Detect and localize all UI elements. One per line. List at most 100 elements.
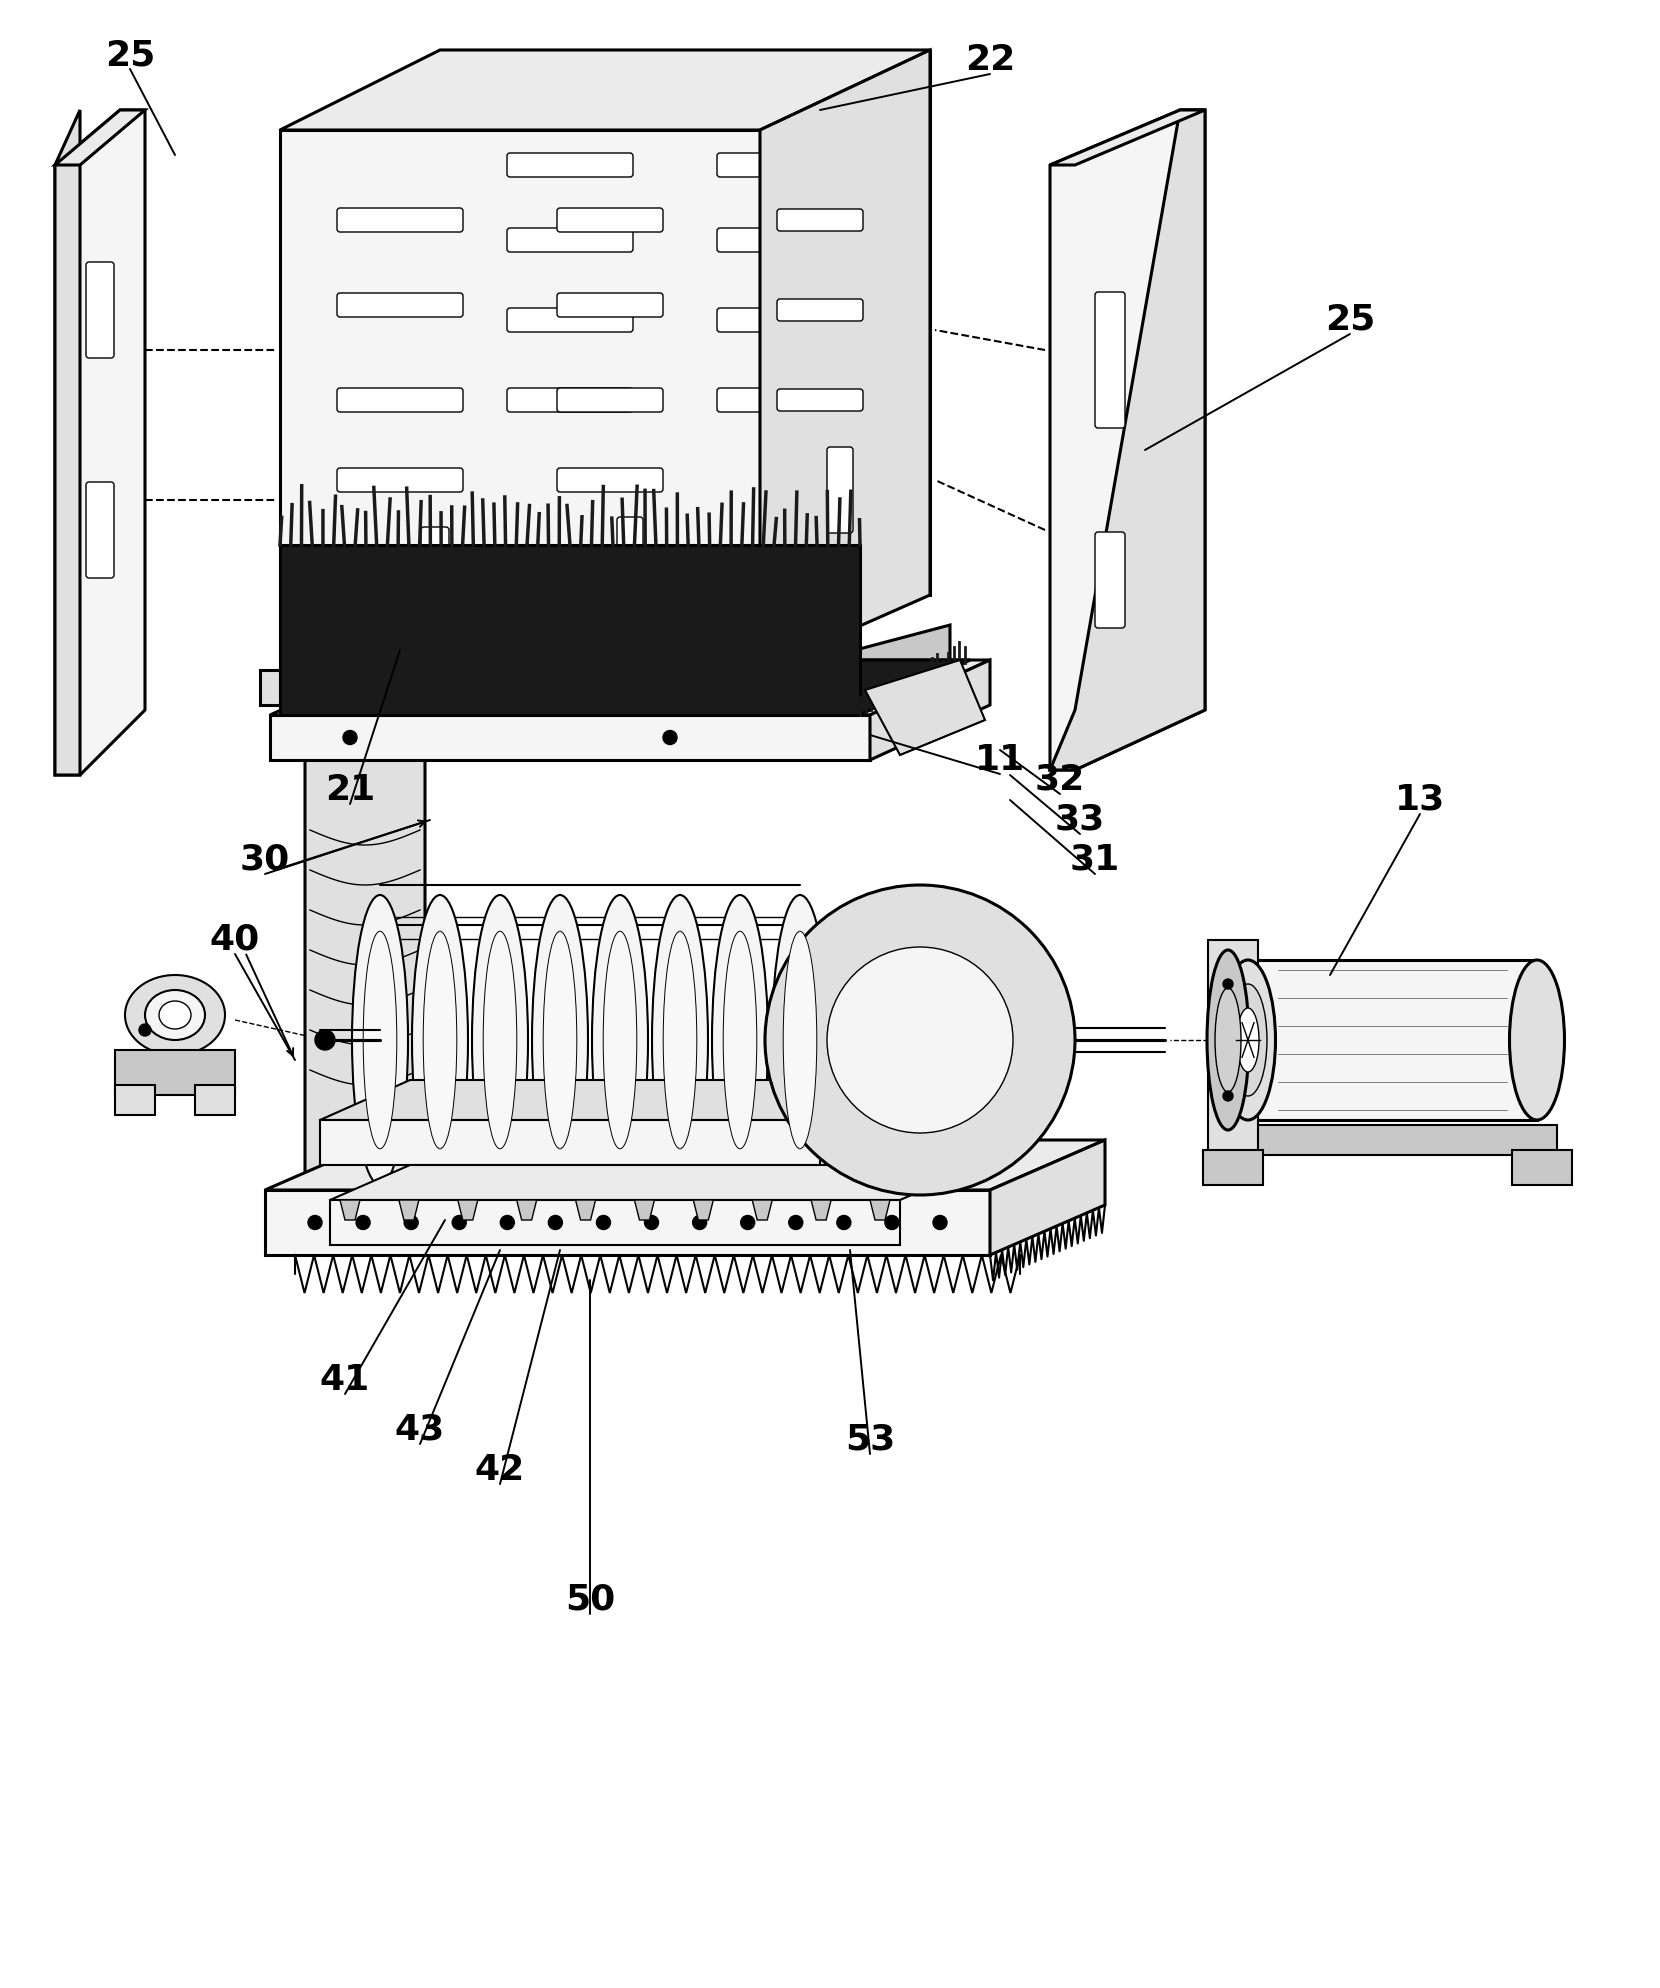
Text: 32: 32: [1034, 763, 1086, 797]
FancyBboxPatch shape: [717, 308, 823, 332]
Polygon shape: [440, 50, 930, 594]
Ellipse shape: [724, 930, 757, 1149]
Ellipse shape: [1215, 988, 1242, 1091]
FancyBboxPatch shape: [337, 467, 463, 491]
Polygon shape: [55, 109, 144, 165]
Polygon shape: [780, 624, 950, 706]
Polygon shape: [865, 660, 984, 755]
Circle shape: [1223, 978, 1233, 988]
Polygon shape: [340, 1201, 360, 1221]
Polygon shape: [1051, 109, 1205, 769]
Polygon shape: [634, 1201, 654, 1221]
Circle shape: [309, 1215, 322, 1229]
Polygon shape: [516, 1201, 536, 1221]
Polygon shape: [1248, 960, 1537, 1119]
FancyBboxPatch shape: [717, 388, 823, 412]
Polygon shape: [115, 1050, 236, 1095]
Text: 33: 33: [1054, 803, 1106, 837]
Ellipse shape: [603, 930, 637, 1149]
FancyBboxPatch shape: [337, 292, 463, 316]
Ellipse shape: [765, 885, 1076, 1195]
Polygon shape: [752, 1201, 772, 1221]
Ellipse shape: [352, 895, 408, 1185]
FancyBboxPatch shape: [558, 292, 662, 316]
Polygon shape: [271, 716, 870, 759]
Polygon shape: [261, 670, 780, 706]
Circle shape: [357, 1215, 370, 1229]
Circle shape: [740, 1215, 755, 1229]
FancyBboxPatch shape: [717, 229, 823, 252]
FancyBboxPatch shape: [777, 209, 863, 231]
FancyBboxPatch shape: [337, 388, 463, 412]
Ellipse shape: [1237, 1008, 1258, 1072]
FancyBboxPatch shape: [777, 390, 863, 412]
Circle shape: [933, 1215, 946, 1229]
Polygon shape: [115, 1085, 154, 1115]
Polygon shape: [760, 50, 930, 670]
FancyBboxPatch shape: [337, 209, 463, 233]
FancyBboxPatch shape: [86, 481, 115, 579]
Polygon shape: [194, 1085, 236, 1115]
Text: 22: 22: [964, 44, 1016, 78]
Polygon shape: [812, 1201, 832, 1221]
FancyBboxPatch shape: [618, 517, 642, 602]
Text: 40: 40: [209, 922, 261, 956]
FancyBboxPatch shape: [777, 298, 863, 320]
Ellipse shape: [664, 930, 697, 1149]
Circle shape: [315, 1030, 335, 1050]
Ellipse shape: [124, 974, 226, 1056]
Text: 42: 42: [475, 1453, 525, 1487]
Polygon shape: [1051, 109, 1205, 165]
Text: 53: 53: [845, 1423, 895, 1457]
Circle shape: [1223, 1091, 1233, 1101]
Ellipse shape: [652, 895, 709, 1185]
Polygon shape: [281, 660, 969, 716]
Ellipse shape: [364, 930, 397, 1149]
Polygon shape: [271, 660, 989, 716]
Polygon shape: [55, 109, 80, 775]
FancyBboxPatch shape: [506, 388, 632, 412]
Text: 50: 50: [564, 1582, 616, 1616]
Ellipse shape: [531, 895, 588, 1185]
Ellipse shape: [772, 895, 828, 1185]
Ellipse shape: [784, 930, 817, 1149]
FancyBboxPatch shape: [86, 262, 115, 358]
Polygon shape: [870, 1201, 890, 1221]
Ellipse shape: [144, 990, 204, 1040]
FancyBboxPatch shape: [558, 388, 662, 412]
Polygon shape: [330, 1201, 900, 1244]
Text: 13: 13: [1394, 783, 1446, 817]
Polygon shape: [281, 545, 860, 716]
Polygon shape: [458, 1201, 478, 1221]
Polygon shape: [330, 1165, 979, 1201]
Ellipse shape: [1228, 984, 1267, 1095]
FancyBboxPatch shape: [558, 467, 662, 491]
Polygon shape: [694, 1201, 714, 1221]
Polygon shape: [266, 1139, 1106, 1191]
Polygon shape: [281, 129, 760, 670]
Circle shape: [521, 680, 538, 696]
Text: 43: 43: [395, 1413, 445, 1447]
Ellipse shape: [1207, 950, 1248, 1129]
FancyBboxPatch shape: [506, 308, 632, 332]
Polygon shape: [55, 109, 144, 775]
Ellipse shape: [1220, 960, 1275, 1119]
Circle shape: [452, 1215, 466, 1229]
Polygon shape: [1051, 109, 1205, 769]
Text: 21: 21: [325, 773, 375, 807]
Polygon shape: [989, 1139, 1106, 1254]
Circle shape: [322, 680, 339, 696]
Polygon shape: [266, 1191, 989, 1254]
FancyBboxPatch shape: [1096, 533, 1125, 628]
FancyBboxPatch shape: [422, 527, 448, 622]
Ellipse shape: [543, 930, 576, 1149]
Ellipse shape: [1509, 960, 1564, 1119]
Polygon shape: [1512, 1149, 1572, 1185]
Text: 41: 41: [320, 1364, 370, 1398]
Text: 25: 25: [105, 38, 154, 72]
Ellipse shape: [412, 895, 468, 1185]
Ellipse shape: [423, 930, 457, 1149]
Circle shape: [596, 1215, 611, 1229]
Polygon shape: [870, 660, 989, 759]
FancyBboxPatch shape: [558, 209, 662, 233]
